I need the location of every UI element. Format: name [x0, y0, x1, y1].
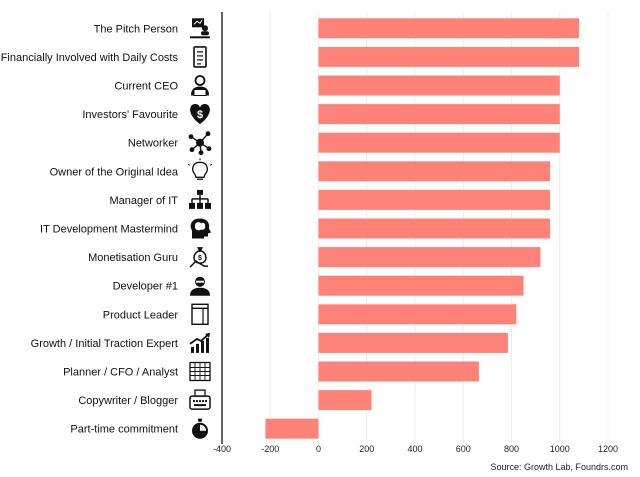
bars-group — [265, 18, 580, 439]
category-label: Planner / CFO / Analyst — [63, 367, 178, 379]
developer-person-icon — [190, 276, 210, 296]
x-tick-label: 800 — [504, 444, 519, 454]
money-bag-hand-icon: $ — [189, 247, 208, 268]
bar — [318, 247, 541, 268]
bar — [318, 18, 580, 39]
bar — [318, 218, 551, 239]
category-label: Copywriter / Blogger — [78, 395, 178, 407]
bar — [318, 275, 524, 296]
x-tick-label: 600 — [456, 444, 471, 454]
category-label: Product Leader — [103, 309, 179, 321]
x-tick-labels: -400 -200 0 200 400 600 800 1000 1200 — [213, 444, 618, 454]
x-tick-label: 400 — [407, 444, 422, 454]
stopwatch-icon — [192, 418, 208, 439]
bar — [318, 189, 551, 210]
bar — [265, 418, 319, 439]
x-tick-label: 1000 — [550, 444, 570, 454]
growth-chart-icon — [189, 332, 210, 353]
category-label: Investors' Favourite — [82, 109, 178, 121]
source-note: Source: Growth Lab, Foundrs.com — [490, 462, 628, 472]
category-icons: $$ — [187, 18, 213, 439]
bar — [318, 361, 479, 382]
category-label: Networker — [128, 138, 178, 150]
x-tick-label: 1200 — [598, 444, 618, 454]
lightbulb-icon — [187, 158, 213, 180]
bar — [318, 104, 560, 125]
ceo-person-icon — [191, 75, 209, 96]
bar — [318, 332, 508, 353]
category-label: Growth / Initial Traction Expert — [31, 338, 178, 350]
svg-text:$: $ — [197, 109, 203, 121]
network-nodes-icon — [188, 131, 212, 156]
category-label: Part-time commitment — [70, 424, 178, 436]
category-label: Manager of IT — [110, 195, 179, 207]
x-tick-label: -200 — [261, 444, 279, 454]
spreadsheet-icon — [189, 361, 211, 382]
category-label: Owner of the Original Idea — [50, 166, 179, 178]
bar — [318, 304, 517, 325]
bar — [318, 132, 560, 153]
heart-dollar-icon: $ — [190, 104, 210, 125]
bar — [318, 75, 560, 96]
x-tick-label: 0 — [316, 444, 321, 454]
presenter-icon — [190, 18, 210, 39]
category-label: Monetisation Guru — [88, 252, 178, 264]
typewriter-icon — [189, 389, 211, 410]
category-label: Current CEO — [114, 81, 178, 93]
bar — [318, 46, 580, 67]
receipt-icon — [193, 46, 207, 68]
org-chart-icon — [189, 189, 211, 209]
category-label: The Pitch Person — [94, 23, 178, 35]
category-label: Financially Involved with Daily Costs — [1, 52, 179, 64]
bar — [318, 161, 551, 182]
bar — [318, 390, 372, 411]
brain-head-icon — [190, 218, 211, 239]
category-label: IT Development Mastermind — [40, 224, 178, 236]
svg-text:$: $ — [198, 255, 202, 262]
category-label: Developer #1 — [113, 281, 178, 293]
category-labels: The Pitch Person Financially Involved wit… — [1, 23, 179, 435]
x-tick-label: 200 — [359, 444, 374, 454]
document-layout-icon — [191, 303, 209, 325]
x-tick-label: -400 — [213, 444, 231, 454]
